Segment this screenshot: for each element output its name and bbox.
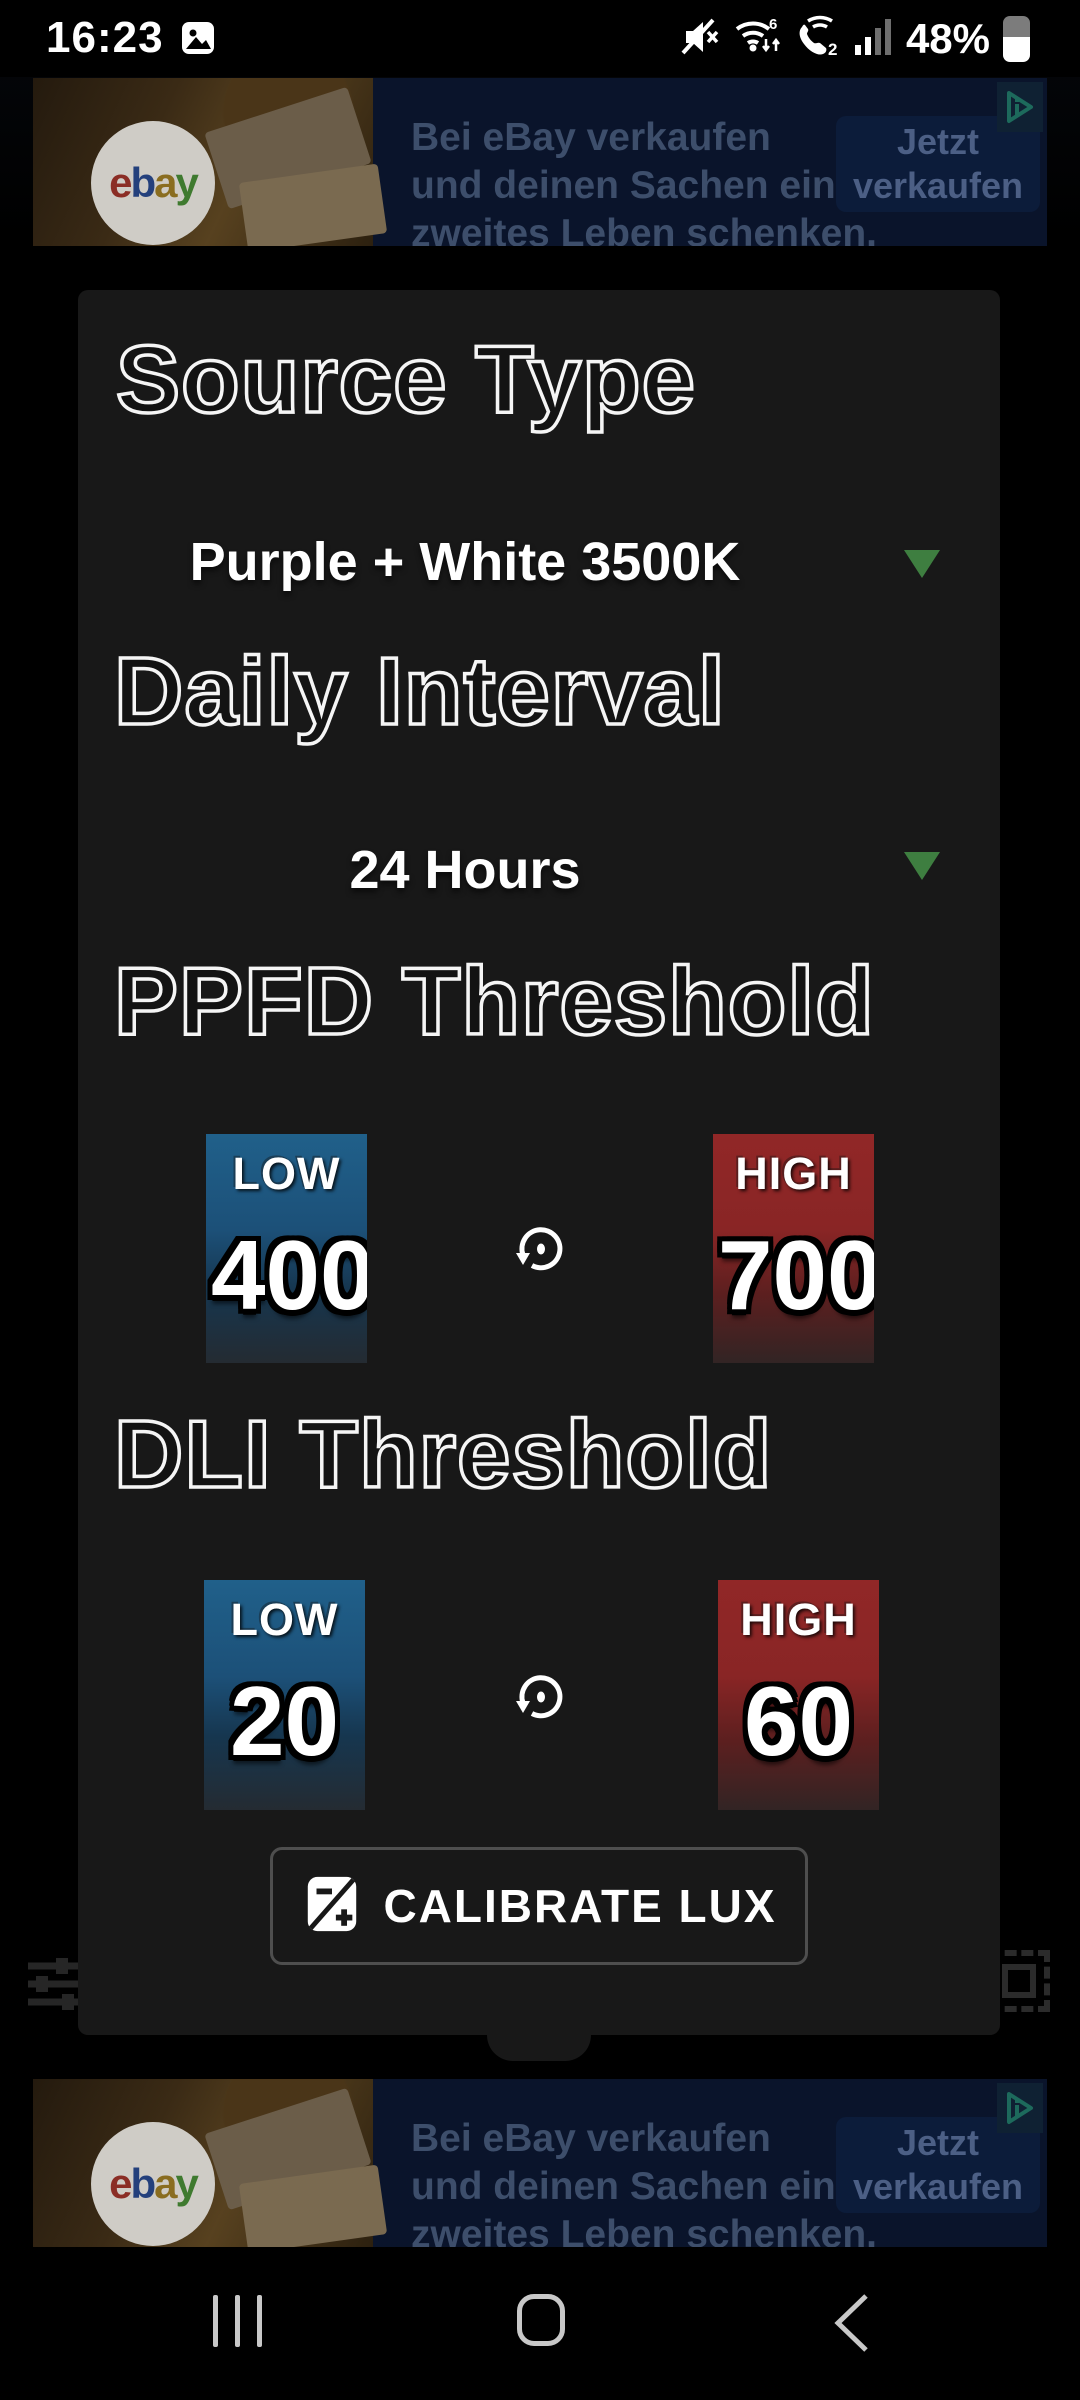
chevron-down-icon[interactable] bbox=[904, 550, 940, 578]
signal-icon bbox=[854, 15, 893, 64]
source-type-heading: Source Type bbox=[114, 326, 697, 433]
calibrate-icon bbox=[301, 1873, 363, 1940]
mute-icon bbox=[680, 17, 720, 62]
chevron-down-icon[interactable] bbox=[904, 852, 940, 880]
dli-low-value: 20 bbox=[229, 1666, 339, 1776]
ppfd-low-input[interactable]: LOW 400 bbox=[206, 1134, 367, 1363]
wifi-calling-icon: 2 bbox=[794, 15, 842, 64]
status-icons: 6 2 48% bbox=[680, 14, 1030, 64]
gallery-notification-icon bbox=[180, 20, 216, 61]
source-type-value: Purple + White 3500K bbox=[189, 532, 741, 592]
ad-headline: Bei eBay verkaufen und deinen Sachen ein… bbox=[411, 116, 878, 246]
wifi-icon: 6 bbox=[733, 15, 781, 64]
modal-bottom-tab bbox=[487, 2035, 591, 2061]
ad-cta-button[interactable]: Jetzt verkaufen bbox=[836, 116, 1040, 212]
calibrate-label: CALIBRATE LUX bbox=[383, 1880, 777, 1932]
ad-choices-icon[interactable] bbox=[997, 2083, 1043, 2133]
settings-modal: Source Type Purple + White 3500K Daily I… bbox=[78, 290, 1000, 2061]
tune-sliders-icon bbox=[26, 1956, 86, 2017]
calibrate-lux-button[interactable]: CALIBRATE LUX bbox=[270, 1847, 808, 1965]
recents-button[interactable] bbox=[213, 2295, 262, 2347]
back-button[interactable] bbox=[830, 2293, 872, 2358]
reset-icon[interactable] bbox=[512, 1670, 568, 1726]
clock: 16:23 bbox=[46, 13, 164, 62]
ppfd-high-value: 700 bbox=[718, 1220, 874, 1330]
low-label: LOW bbox=[232, 1148, 341, 1199]
ppfd-threshold-heading: PPFD Threshold bbox=[112, 948, 875, 1055]
high-label: HIGH bbox=[735, 1148, 852, 1199]
battery-icon bbox=[1003, 16, 1030, 62]
ad-cta-button[interactable]: Jetzt verkaufen bbox=[836, 2117, 1040, 2213]
daily-interval-select[interactable]: 24 Hours bbox=[78, 830, 852, 910]
daily-interval-value: 24 Hours bbox=[349, 840, 581, 900]
ad-choices-icon[interactable] bbox=[997, 82, 1043, 132]
dli-high-input[interactable]: HIGH 60 bbox=[718, 1580, 879, 1810]
home-button[interactable] bbox=[517, 2294, 565, 2346]
dli-threshold-heading: DLI Threshold bbox=[112, 1401, 773, 1508]
status-bar: 16:23 6 bbox=[0, 0, 1080, 77]
source-type-select[interactable]: Purple + White 3500K bbox=[78, 522, 852, 602]
ppfd-high-input[interactable]: HIGH 700 bbox=[713, 1134, 874, 1363]
high-label: HIGH bbox=[740, 1594, 857, 1645]
reset-icon[interactable] bbox=[512, 1222, 568, 1278]
ad-headline: Bei eBay verkaufen und deinen Sachen ein… bbox=[411, 2117, 878, 2247]
svg-text:6: 6 bbox=[769, 16, 777, 33]
svg-text:2: 2 bbox=[828, 40, 837, 59]
dli-high-value: 60 bbox=[743, 1666, 853, 1776]
ppfd-low-value: 400 bbox=[211, 1220, 367, 1330]
battery-percent: 48% bbox=[905, 15, 990, 62]
low-label: LOW bbox=[230, 1594, 339, 1645]
dli-low-input[interactable]: LOW 20 bbox=[204, 1580, 365, 1810]
daily-interval-heading: Daily Interval bbox=[112, 638, 726, 745]
